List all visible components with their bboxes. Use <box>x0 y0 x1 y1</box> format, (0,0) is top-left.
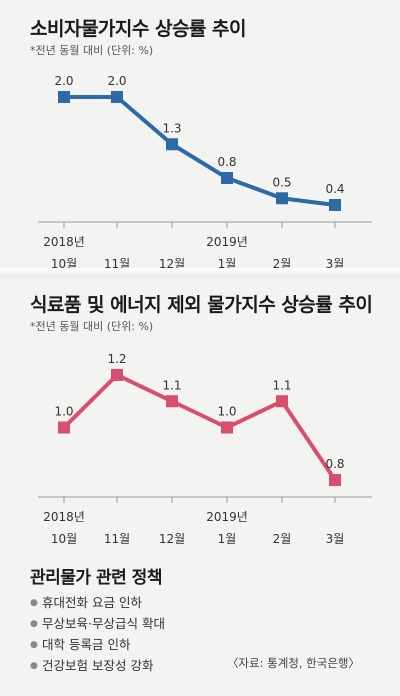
bullet-icon: ● <box>30 598 38 608</box>
policy-item: ● 대학 등록금 인하 <box>30 634 165 655</box>
policy-item-label: 휴대전화 요금 인하 <box>42 595 142 610</box>
x-tick-label: 1월 <box>218 257 237 268</box>
data-point <box>166 395 178 408</box>
x-tick-year-label: 2019년 <box>206 235 248 249</box>
x-tick-year-label: 2018년 <box>43 235 85 249</box>
data-point <box>276 395 288 408</box>
series-line <box>62 373 337 482</box>
data-point <box>111 91 123 103</box>
x-tick-year-label: 2019년 <box>206 510 248 524</box>
x-tick-label: 12월 <box>159 257 185 268</box>
data-label: 1.0 <box>54 405 73 419</box>
policy-item: ● 무상보육·무상급식 확대 <box>30 613 165 634</box>
policy-item: ● 휴대전화 요금 인하 <box>30 592 165 613</box>
data-point <box>329 474 341 486</box>
bullet-icon: ● <box>30 640 38 650</box>
x-tick-label: 11월 <box>104 532 130 546</box>
chart1-subtitle: *전년 동월 대비 (단위: %) <box>30 44 154 57</box>
data-label: 0.8 <box>325 457 344 471</box>
data-point <box>221 421 233 434</box>
data-point <box>276 192 288 205</box>
data-label: 2.0 <box>107 74 126 88</box>
x-tick-label: 3월 <box>326 532 345 546</box>
bullet-icon: ● <box>30 619 38 629</box>
data-label: 1.3 <box>162 121 181 135</box>
x-tick-label: 3월 <box>326 257 345 268</box>
x-tick-label: 11월 <box>104 257 130 268</box>
x-tick-label: 10월 <box>51 257 77 268</box>
policy-list: ● 휴대전화 요금 인하 ● 무상보육·무상급식 확대 ● 대학 등록금 인하 ● 건강… <box>30 592 165 676</box>
data-label: 1.0 <box>217 405 236 419</box>
x-tick-label: 12월 <box>159 532 185 546</box>
chart2-plot: 2018년 10월 11월 12월 2019년 1월 2월 3월 1.0 1.2 1.1 1.0 1.1… <box>38 352 372 546</box>
bullet-icon: ● <box>30 661 38 671</box>
data-label: 0.8 <box>217 155 236 169</box>
x-tick-label: 2월 <box>273 532 292 546</box>
x-tick-year-label: 2018년 <box>43 510 85 524</box>
data-label: 0.5 <box>272 175 291 189</box>
data-label: 2.0 <box>54 74 73 88</box>
section-divider <box>0 268 400 278</box>
chart2-title: 식료품 및 에너지 제외 물가지수 상승률 추이 <box>30 294 373 316</box>
policy-item-label: 무상보육·무상급식 확대 <box>42 616 165 631</box>
x-tick-label: 2월 <box>273 257 292 268</box>
data-label: 1.1 <box>272 378 291 392</box>
policy-item: ● 건강보험 보장성 강화 <box>30 655 165 676</box>
policy-item-label: 대학 등록금 인하 <box>42 637 131 652</box>
data-point <box>329 199 341 211</box>
x-tick-label: 1월 <box>218 532 237 546</box>
series-line <box>64 95 336 207</box>
chart1-plot: 2018년 10월 11월 12월 2019년 1월 2월 3월 2.0 2.0 1.3 0.8 0.5… <box>38 74 372 268</box>
data-label: 1.1 <box>162 378 181 392</box>
policy-item-label: 건강보험 보장성 강화 <box>42 658 154 673</box>
x-tick-label: 10월 <box>51 532 77 546</box>
data-point <box>111 369 123 381</box>
chart2-subtitle: *전년 동월 대비 (단위: %) <box>30 320 154 333</box>
policy-title: 관리물가 관련 정책 <box>30 568 162 588</box>
data-point <box>166 138 178 151</box>
source-note: 〈자료: 통계청, 한국은행〉 <box>226 656 360 670</box>
data-label: 0.4 <box>325 182 344 196</box>
data-point <box>221 172 233 184</box>
data-point <box>58 91 70 103</box>
data-point <box>58 421 70 434</box>
data-label: 1.2 <box>107 352 126 366</box>
chart1-title: 소비자물가지수 상승률 추이 <box>30 18 247 40</box>
